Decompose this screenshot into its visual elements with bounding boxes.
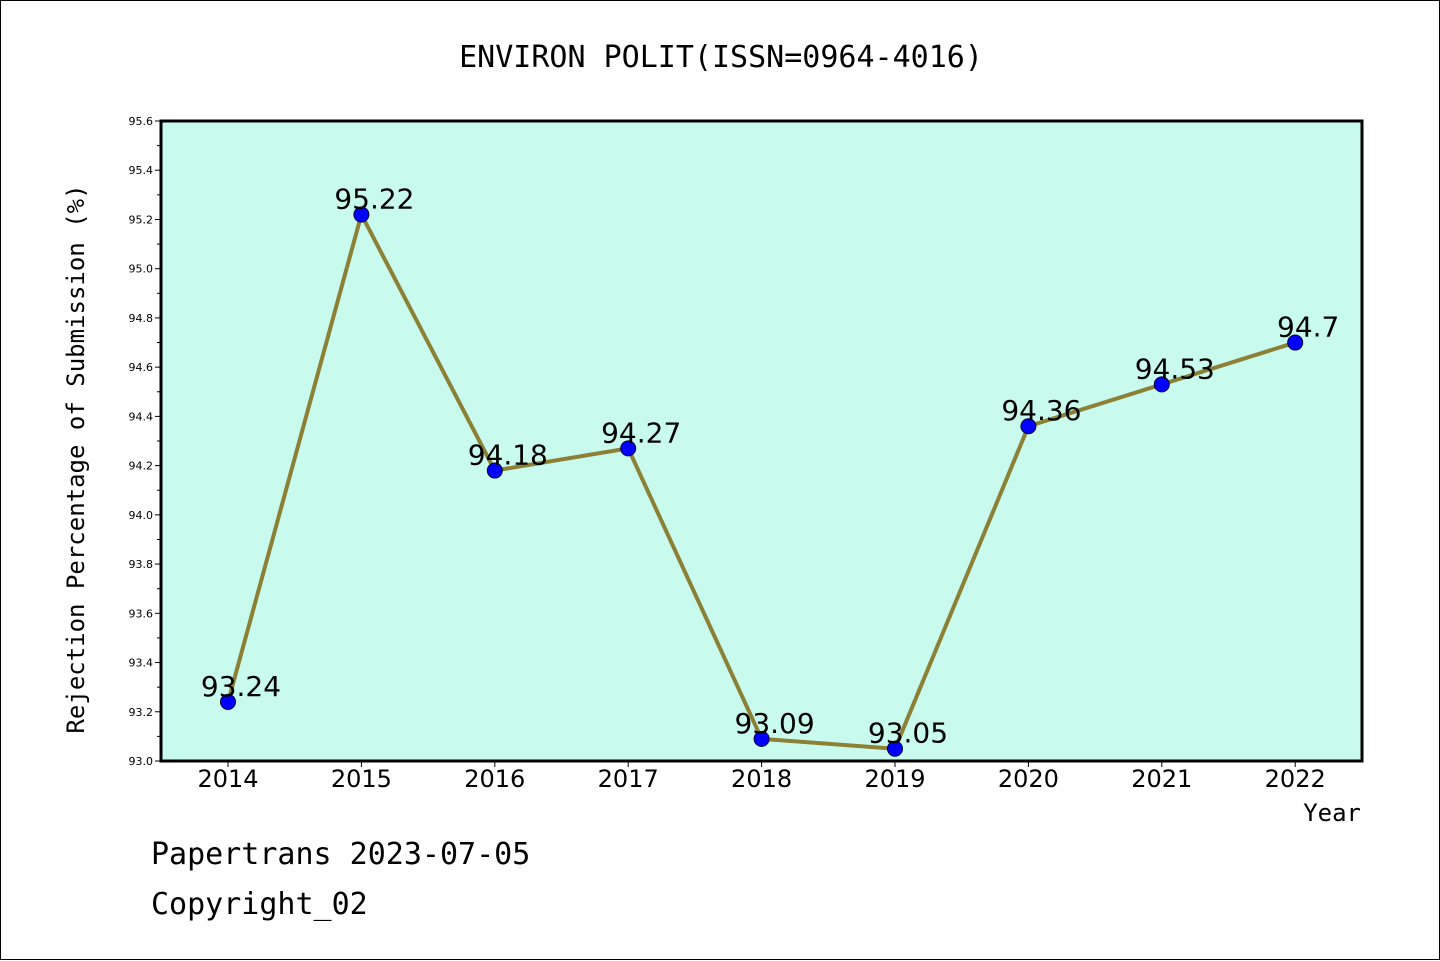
y-axis: 93.0 93.2 93.4 93.6 93.8 94.0 94.2 94.4 94.6 94.8…	[129, 115, 161, 768]
x-tick-label: 2017	[598, 765, 659, 793]
x-tick-label: 2015	[331, 765, 392, 793]
data-label: 94.18	[468, 439, 548, 472]
data-series: 93.24 95.22 94.18 94.27 93.09 93.05 94.36 94.53…	[201, 183, 1339, 757]
y-tick-label: 94.6	[129, 361, 154, 374]
data-label: 93.05	[868, 717, 948, 750]
y-tick-label: 95.0	[129, 263, 154, 276]
data-point	[620, 440, 637, 457]
data-point	[220, 693, 236, 710]
x-axis: 2014 2015 2016 2017 2018 2019 2020 2021 2022	[197, 761, 1326, 793]
y-tick-label: 95.2	[129, 213, 154, 226]
x-tick-label: 2022	[1265, 765, 1326, 793]
x-axis-label: Year	[1303, 799, 1361, 827]
data-point	[753, 730, 770, 747]
x-tick-label: 2019	[864, 765, 925, 793]
y-axis-label: Rejection Percentage of Submission (%)	[62, 184, 90, 733]
chart-title: ENVIRON POLIT(ISSN=0964-4016)	[459, 40, 983, 75]
data-point	[486, 462, 503, 479]
y-tick-label: 95.4	[129, 164, 154, 177]
x-tick-label: 2021	[1131, 765, 1192, 793]
data-label: 94.53	[1135, 352, 1215, 385]
footer-date: Papertrans 2023-07-05	[151, 837, 531, 872]
data-label: 95.22	[334, 183, 414, 216]
data-label: 94.27	[601, 416, 681, 449]
data-label: 93.24	[201, 670, 281, 703]
x-tick-label: 2020	[998, 765, 1059, 793]
data-point	[353, 206, 370, 223]
data-label: 93.09	[735, 707, 815, 740]
x-tick-label: 2018	[731, 765, 792, 793]
data-point	[887, 740, 903, 757]
y-tick-label: 93.0	[129, 755, 154, 768]
y-tick-label: 94.8	[129, 312, 154, 325]
y-tick-label: 93.8	[129, 558, 154, 571]
data-point	[1153, 376, 1170, 393]
y-tick-label: 94.4	[129, 410, 154, 423]
y-tick-label: 93.2	[129, 706, 154, 719]
data-label: 94.36	[1001, 394, 1081, 427]
y-tick-label: 93.4	[129, 657, 154, 670]
x-tick-label: 2016	[464, 765, 525, 793]
y-tick-label: 94.2	[129, 460, 154, 473]
y-tick-label: 94.0	[129, 509, 154, 522]
data-label: 94.7	[1277, 311, 1339, 344]
footer-copyright: Copyright_02	[151, 887, 368, 922]
plot-area	[159, 119, 1364, 763]
y-tick-label: 93.6	[129, 607, 154, 620]
y-tick-label: 95.6	[129, 115, 154, 128]
data-point	[1287, 334, 1304, 351]
data-point	[1020, 418, 1037, 435]
x-tick-label: 2014	[197, 765, 258, 793]
